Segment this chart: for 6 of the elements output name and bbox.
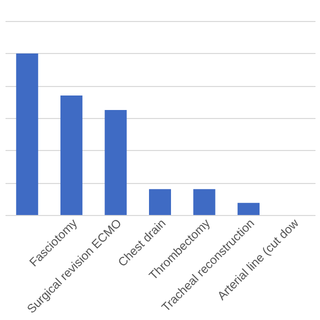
bar <box>60 95 82 215</box>
bar <box>193 189 216 215</box>
bar <box>104 110 127 215</box>
bar <box>238 202 260 215</box>
bar <box>16 53 38 215</box>
bar <box>149 189 171 215</box>
